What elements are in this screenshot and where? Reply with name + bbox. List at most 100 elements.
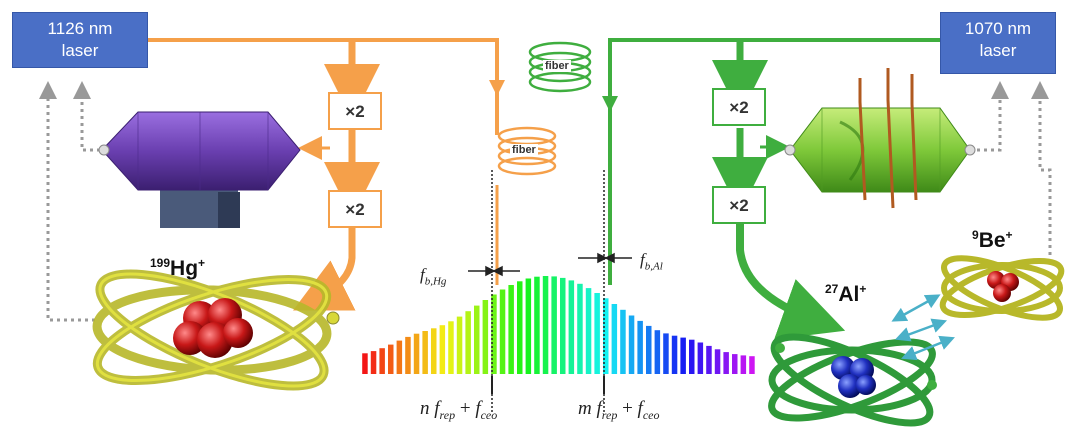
comb-tooth [517,281,523,374]
comb-tooth [413,333,420,374]
mode-m-plus: + [622,398,633,419]
mode-n-plus: + [459,398,471,419]
mode-m-fceo: f [637,398,643,419]
laser-1126-label: laser [61,41,99,60]
comb-mode-m-label: m frep + fceo [578,398,659,423]
comb-tooth [594,293,600,374]
doubler-green-2: ×2 [712,186,766,224]
comb-tooth [646,325,652,374]
be-atom [939,255,1065,321]
comb-tooth [499,289,506,374]
laser-1126nm: 1126 nm laser [12,12,148,68]
comb-tooth [482,300,489,374]
mode-m-frep: f [596,398,602,419]
al-charge: + [859,282,867,296]
comb-tooth [525,278,532,374]
comb-tooth [723,352,729,374]
mode-m-index: m [578,398,592,419]
beat-label-al: fb,Al [640,250,663,272]
beat-al-sub: b,Al [644,260,663,273]
al-mass: 27 [825,282,839,296]
comb-tooth [439,325,446,374]
comb-tooth [379,348,385,374]
comb-tooth [732,354,738,374]
be-symbol: Be [978,229,1006,252]
hg-symbol: Hg [170,257,199,280]
beat-hg-sub: b,Hg [424,275,447,288]
comb-tooth [637,320,643,374]
hg-atom [92,269,340,391]
comb-tooth [706,345,712,374]
frequency-comb [362,276,755,374]
laser-1126-wavelength: 1126 nm [47,19,113,38]
comb-tooth [714,349,721,374]
comb-tooth [405,336,411,374]
mode-n-fceo-sub: ceo [480,407,498,422]
comb-tooth [388,344,394,374]
comb-tooth [697,342,704,374]
comb-tooth [689,339,695,374]
comb-tooth [749,356,755,374]
comb-tooth [456,316,463,374]
comb-tooth [534,276,540,374]
doubler-green-1: ×2 [712,88,766,126]
comb-tooth [568,280,575,374]
al-atom [768,333,937,427]
comb-tooth [542,276,549,374]
comb-tooth [603,298,609,374]
comb-tooth [611,304,618,374]
mode-m-frep-sub: rep [601,407,618,422]
laser-1070-label: laser [979,41,1017,60]
al-symbol: Al [838,283,860,306]
comb-tooth [671,335,678,374]
comb-tooth [362,353,368,374]
comb-tooth [654,330,661,374]
beat-al-f: f [640,250,645,269]
comb-tooth [474,305,480,374]
comb-tooth [577,283,583,374]
mode-m-fceo-sub: ceo [642,407,660,422]
hg-mass: 199 [150,256,171,270]
comb-tooth [560,277,566,374]
comb-tooth [585,288,592,374]
laser-1070-wavelength: 1070 nm [964,19,1032,38]
mode-n-index: n [420,398,430,419]
ion-label-hg: 199Hg+ [150,256,205,281]
doubler-orange-1: ×2 [328,92,382,130]
comb-tooth [491,294,497,374]
fiber-label-orange: fiber [510,144,538,156]
ion-label-al: 27Al+ [825,282,866,307]
coupling-arrows [891,294,955,361]
hg-trap [98,111,301,228]
comb-tooth [740,355,747,374]
comb-tooth [620,309,626,374]
doubler-orange-2: ×2 [328,190,382,228]
ion-label-be: 9Be+ [972,228,1013,253]
comb-tooth [422,331,428,374]
feedback-lines [39,81,1052,322]
comb-tooth [448,321,454,374]
comb-tooth [465,311,471,374]
comb-tooth [396,340,403,374]
mode-n-frep: f [434,398,440,419]
comb-tooth [370,351,377,374]
mode-n-frep-sub: rep [439,407,456,422]
al-trap [784,68,976,209]
mode-n-fceo: f [475,398,481,419]
fiber-label-green: fiber [543,60,571,72]
comb-tooth [663,333,669,374]
be-mass: 9 [972,228,979,242]
comb-tooth [628,315,635,374]
beat-label-hg: fb,Hg [420,265,446,287]
comb-tooth [551,276,557,374]
be-charge: + [1005,228,1013,242]
comb-mode-n-label: n frep + fceo [420,398,497,423]
hg-charge: + [198,256,206,270]
green-beam [602,38,940,340]
laser-1070nm: 1070 nm laser [940,12,1056,74]
orange-beam [148,38,505,311]
beat-hg-f: f [420,265,425,284]
comb-tooth [431,328,437,374]
